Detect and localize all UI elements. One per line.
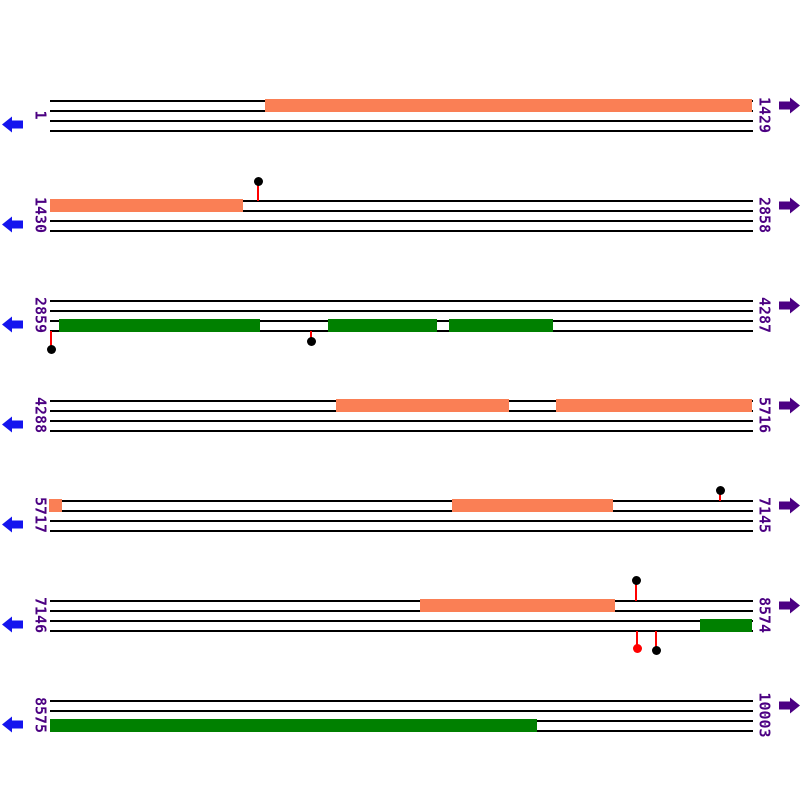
- left-strand-arrow-icon: [2, 616, 23, 633]
- lollipop-head-black: [631, 575, 641, 585]
- right-strand-arrow-icon: [779, 297, 800, 314]
- row-end-coordinate: 5716: [755, 396, 774, 434]
- orange-feature-bar: [265, 99, 752, 112]
- green-feature-bar: [328, 319, 437, 332]
- row-start-coordinate: 7146: [31, 596, 50, 634]
- strand-line: [50, 520, 753, 522]
- strand-line: [50, 530, 753, 532]
- left-strand-arrow-icon: [2, 116, 23, 133]
- strand-line: [50, 600, 753, 602]
- lollipop-head-black: [651, 645, 661, 655]
- lollipop-stem: [719, 490, 721, 501]
- right-strand-arrow-icon: [779, 397, 800, 414]
- row-end-coordinate: 2858: [755, 196, 774, 234]
- left-strand-arrow-icon: [2, 516, 23, 533]
- lollipop-stem: [655, 631, 657, 650]
- strand-line: [50, 120, 753, 122]
- orange-feature-bar: [50, 199, 243, 212]
- strand-line: [50, 700, 753, 702]
- strand-line: [50, 710, 753, 712]
- orange-feature-bar: [336, 399, 509, 412]
- lollipop-stem: [257, 181, 259, 201]
- orange-feature-bar: [49, 499, 62, 512]
- strand-line: [50, 210, 753, 212]
- orange-feature-bar: [420, 599, 615, 612]
- row-end-coordinate: 8574: [755, 596, 774, 634]
- lollipop-stem: [636, 631, 638, 648]
- lollipop-head-red: [632, 643, 642, 653]
- row-end-coordinate: 10003: [755, 692, 774, 738]
- row-end-coordinate: 4287: [755, 296, 774, 334]
- row-start-coordinate: 1: [31, 110, 50, 120]
- left-strand-arrow-icon: [2, 316, 23, 333]
- lollipop-stem: [310, 331, 312, 341]
- strand-line: [50, 200, 753, 202]
- left-strand-arrow-icon: [2, 216, 23, 233]
- strand-line: [50, 430, 753, 432]
- lollipop-stem: [50, 331, 52, 349]
- right-strand-arrow-icon: [779, 697, 800, 714]
- green-feature-bar: [449, 319, 553, 332]
- row-start-coordinate: 5717: [31, 496, 50, 534]
- strand-line: [50, 610, 753, 612]
- right-strand-arrow-icon: [779, 97, 800, 114]
- strand-line: [50, 220, 753, 222]
- left-strand-arrow-icon: [2, 416, 23, 433]
- row-start-coordinate: 1430: [31, 196, 50, 234]
- strand-line: [50, 620, 753, 622]
- green-feature-bar: [700, 619, 752, 632]
- right-strand-arrow-icon: [779, 597, 800, 614]
- orange-feature-bar: [452, 499, 613, 512]
- right-strand-arrow-icon: [779, 197, 800, 214]
- row-start-coordinate: 4288: [31, 396, 50, 434]
- lollipop-head-black: [46, 344, 56, 354]
- strand-line: [50, 500, 753, 502]
- strand-line: [50, 130, 753, 132]
- lollipop-head-black: [306, 336, 316, 346]
- orange-feature-bar: [556, 399, 752, 412]
- strand-line: [50, 300, 753, 302]
- strand-line: [50, 630, 753, 632]
- row-start-coordinate: 8575: [31, 696, 50, 734]
- row-end-coordinate: 7145: [755, 496, 774, 534]
- row-start-coordinate: 2859: [31, 296, 50, 334]
- strand-line: [50, 420, 753, 422]
- lollipop-stem: [635, 580, 637, 601]
- lollipop-head-black: [715, 485, 725, 495]
- left-strand-arrow-icon: [2, 716, 23, 733]
- row-end-coordinate: 1429: [755, 96, 774, 134]
- right-strand-arrow-icon: [779, 497, 800, 514]
- strand-line: [50, 510, 753, 512]
- strand-line: [50, 230, 753, 232]
- green-feature-bar: [50, 719, 537, 732]
- lollipop-head-black: [253, 176, 263, 186]
- strand-line: [50, 310, 753, 312]
- green-feature-bar: [59, 319, 260, 332]
